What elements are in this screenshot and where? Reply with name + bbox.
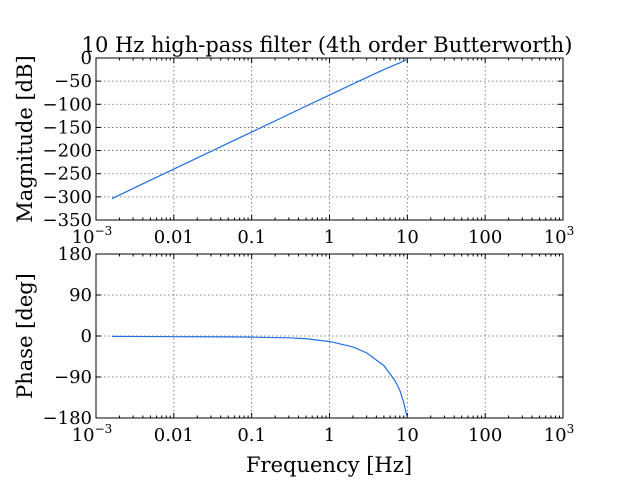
phase-panel: 10−3 0.01 0.1 1 10 100 103 180 90 0 −90 −180 xyxy=(43,244,575,446)
magnitude-x-tick-label: 10 xyxy=(396,227,419,248)
phase-y-tick-label: 180 xyxy=(58,244,92,265)
magnitude-x-tick-label: 10−3 xyxy=(72,224,113,248)
phase-y-tick-label: 90 xyxy=(69,285,92,306)
magnitude-y-tick-label: −100 xyxy=(43,94,92,115)
magnitude-x-tick-label: 100 xyxy=(468,227,502,248)
magnitude-x-tick-label: 103 xyxy=(544,224,575,248)
phase-x-tick-label: 0.1 xyxy=(237,425,266,446)
phase-x-tick-label: 10−3 xyxy=(72,422,113,446)
phase-y-tick-label: −90 xyxy=(54,367,92,388)
magnitude-y-tick-label: 0 xyxy=(81,48,92,69)
magnitude-x-tick-label: 0.01 xyxy=(154,227,194,248)
magnitude-y-tick-label: −50 xyxy=(54,71,92,92)
magnitude-y-tick-label: −250 xyxy=(43,164,92,185)
phase-x-tick-label: 100 xyxy=(468,425,502,446)
magnitude-plot-frame xyxy=(95,57,564,221)
chart-title: 10 Hz high-pass filter (4th order Butter… xyxy=(82,33,573,57)
phase-y-tick-label: 0 xyxy=(81,326,92,347)
magnitude-x-tick-label: 0.1 xyxy=(237,227,266,248)
phase-axis-label: Phase [deg] xyxy=(13,273,37,399)
magnitude-y-tick-label: −300 xyxy=(43,187,92,208)
magnitude-panel: 10−3 0.01 0.1 1 10 100 103 0−50−100−150 −200−250… xyxy=(43,48,575,248)
magnitude-y-tick-label: −350 xyxy=(43,210,92,231)
magnitude-y-tick-label: −150 xyxy=(43,117,92,138)
phase-x-tick-label: 1 xyxy=(324,425,335,446)
magnitude-series-line xyxy=(111,58,408,200)
phase-x-tick-label: 10 xyxy=(396,425,419,446)
phase-plot-frame xyxy=(95,253,564,419)
phase-x-tick-label: 103 xyxy=(544,422,575,446)
phase-y-tick-label: −180 xyxy=(43,408,92,429)
magnitude-x-tick-label: 1 xyxy=(324,227,335,248)
phase-series-line xyxy=(111,335,408,419)
magnitude-y-tick-label: −200 xyxy=(43,141,92,162)
magnitude-axis-label: Magnitude [dB] xyxy=(13,55,37,222)
phase-x-tick-label: 0.01 xyxy=(154,425,194,446)
frequency-axis-label: Frequency [Hz] xyxy=(246,453,412,477)
